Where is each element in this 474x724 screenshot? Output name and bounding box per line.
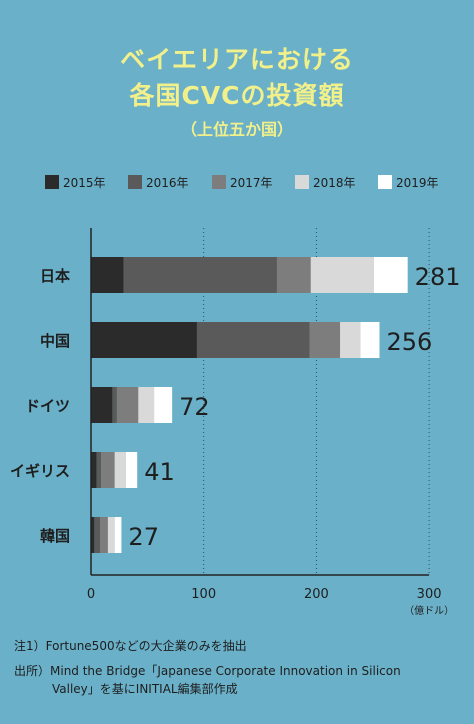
legend: 2015年 2016年 2017年 2018年 2019年: [45, 175, 439, 190]
bar-segment-2017年: [100, 517, 108, 553]
legend-label: 2017年: [230, 176, 273, 190]
x-tick-label: 0: [87, 587, 95, 602]
bar-segment-2016年: [112, 387, 117, 423]
total-label: 41: [144, 458, 175, 486]
bar-segment-2019年: [373, 257, 408, 293]
bar-segment-2018年: [107, 517, 115, 553]
bar-segment-2019年: [154, 387, 173, 423]
category-label: 日本: [40, 267, 70, 285]
bar-segment-2019年: [125, 452, 138, 488]
note-1: 注1）Fortune500などの大企業のみを抽出: [14, 639, 247, 653]
legend-label: 2018年: [313, 176, 356, 190]
total-label: 27: [128, 523, 159, 551]
bar-segment-2015年: [91, 387, 113, 423]
bar-segment-2017年: [116, 387, 139, 423]
bar-segment-2015年: [91, 452, 97, 488]
bar-segment-2018年: [114, 452, 126, 488]
bar-segment-2018年: [310, 257, 374, 293]
legend-label: 2019年: [396, 176, 439, 190]
category-label: イギリス: [10, 462, 70, 480]
total-label: 72: [179, 393, 210, 421]
bars: 日本 281 中国 256 ドイツ 72 イギリス 41 韓国 27: [10, 257, 461, 553]
legend-swatch-2016年: [128, 175, 142, 189]
bar-segment-2017年: [101, 452, 115, 488]
total-label: 281: [415, 263, 461, 291]
bar-segment-2018年: [138, 387, 155, 423]
legend-label: 2015年: [63, 176, 106, 190]
x-tick-label: 200: [304, 587, 329, 602]
legend-label: 2016年: [146, 176, 189, 190]
x-axis: 0 100 200 300 （億ドル）: [87, 228, 454, 617]
bar-segment-2019年: [114, 517, 122, 553]
source-line-1: 出所）Mind the Bridge「Japanese Corporate In…: [14, 664, 401, 678]
source-line-2: Valley」を基にINITIAL編集部作成: [52, 682, 238, 696]
x-tick-label: 300: [417, 587, 442, 602]
bar-segment-2015年: [91, 257, 124, 293]
legend-swatch-2019年: [378, 175, 392, 189]
bar-segment-2016年: [196, 322, 310, 358]
chart-title-line1: ベイエリアにおける: [120, 45, 354, 74]
bar-segment-2019年: [360, 322, 380, 358]
category-label: ドイツ: [25, 397, 70, 415]
bar-segment-2016年: [123, 257, 277, 293]
bar-segment-2016年: [94, 517, 101, 553]
legend-swatch-2015年: [45, 175, 59, 189]
x-tick-label: 100: [191, 587, 216, 602]
bar-segment-2018年: [340, 322, 361, 358]
legend-swatch-2018年: [295, 175, 309, 189]
category-label: 韓国: [40, 527, 70, 545]
chart-subtitle: （上位五か国）: [180, 120, 293, 139]
bar-segment-2015年: [91, 517, 95, 553]
bar-segment-2015年: [91, 322, 197, 358]
bar-segment-2017年: [309, 322, 341, 358]
total-label: 256: [387, 328, 433, 356]
unit-label: （億ドル）: [404, 604, 454, 617]
bar-segment-2016年: [96, 452, 102, 488]
bar-segment-2017年: [276, 257, 311, 293]
category-label: 中国: [40, 332, 70, 350]
chart-title-line2: 各国CVCの投資額: [129, 81, 345, 110]
legend-swatch-2017年: [212, 175, 226, 189]
